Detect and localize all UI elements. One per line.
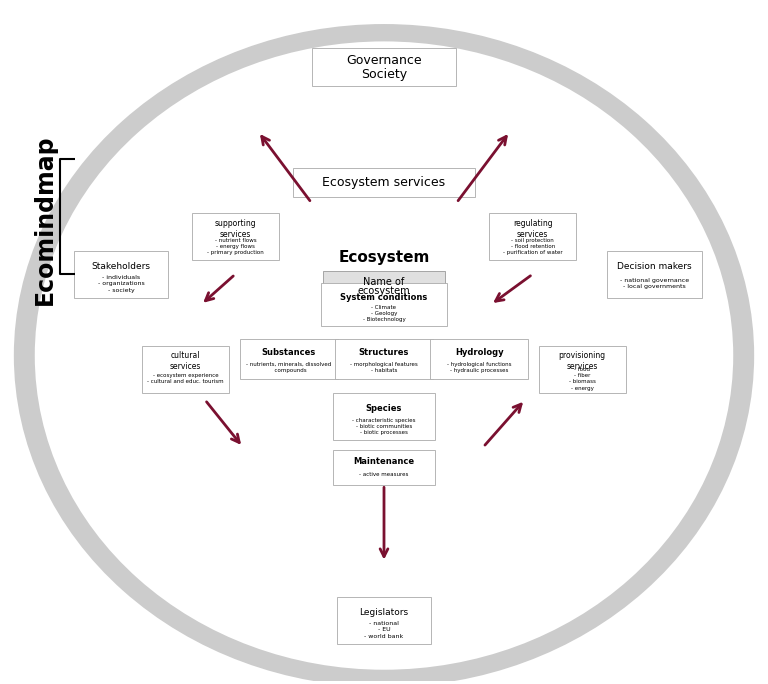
Text: Stakeholders: Stakeholders <box>91 262 151 271</box>
FancyBboxPatch shape <box>312 49 456 86</box>
Text: Ecosystem services: Ecosystem services <box>323 176 445 189</box>
FancyBboxPatch shape <box>336 596 432 644</box>
FancyBboxPatch shape <box>322 283 446 326</box>
Text: - national governance
- local governments: - national governance - local government… <box>620 278 689 289</box>
Text: Substances: Substances <box>262 347 316 357</box>
Text: Species: Species <box>366 404 402 413</box>
FancyBboxPatch shape <box>539 345 626 393</box>
Text: - Climate
- Geology
- Biotechnology: - Climate - Geology - Biotechnology <box>362 305 406 322</box>
FancyBboxPatch shape <box>430 339 528 379</box>
Text: - ecosystem experience
- cultural and educ. tourism: - ecosystem experience - cultural and ed… <box>147 373 224 384</box>
FancyBboxPatch shape <box>74 251 168 298</box>
Text: Legislators: Legislators <box>359 607 409 617</box>
Text: - morphological features
- habitats: - morphological features - habitats <box>350 362 418 373</box>
Text: Structures: Structures <box>359 347 409 357</box>
Text: - characteristic species
- biotic communities
- biotic processes: - characteristic species - biotic commun… <box>353 418 415 435</box>
Text: - active measures: - active measures <box>359 472 409 477</box>
Text: - food
- fiber
- biomass
- energy: - food - fiber - biomass - energy <box>569 367 596 391</box>
Text: cultural
services: cultural services <box>170 352 201 371</box>
Text: Society: Society <box>361 68 407 81</box>
FancyBboxPatch shape <box>323 271 445 300</box>
FancyBboxPatch shape <box>240 339 338 379</box>
Text: Ecosystem: Ecosystem <box>339 250 429 265</box>
Text: - nutrient flows
- energy flows
- primary production: - nutrient flows - energy flows - primar… <box>207 238 263 255</box>
Circle shape <box>270 254 498 458</box>
FancyBboxPatch shape <box>142 345 229 393</box>
FancyBboxPatch shape <box>333 450 435 485</box>
Text: - individuals
- organizations
- society: - individuals - organizations - society <box>98 275 144 293</box>
FancyBboxPatch shape <box>607 251 702 298</box>
Text: Hydrology: Hydrology <box>455 347 504 357</box>
Text: Ecomindmap: Ecomindmap <box>33 135 57 305</box>
Text: - soil protection
- flood retention
- purification of water: - soil protection - flood retention - pu… <box>503 238 562 255</box>
Text: supporting
services: supporting services <box>214 219 257 239</box>
FancyBboxPatch shape <box>489 213 576 260</box>
Text: provisioning
services: provisioning services <box>558 352 606 371</box>
FancyBboxPatch shape <box>335 339 433 379</box>
Text: - nutrients, minerals, dissolved
  compounds: - nutrients, minerals, dissolved compoun… <box>246 362 331 373</box>
Text: ecosystem: ecosystem <box>358 286 410 296</box>
Text: System conditions: System conditions <box>340 293 428 302</box>
Text: Name of: Name of <box>363 276 405 287</box>
FancyBboxPatch shape <box>293 168 475 197</box>
Text: Governance: Governance <box>346 54 422 67</box>
Text: regulating
services: regulating services <box>513 219 552 239</box>
Text: - national
- EU
- world bank: - national - EU - world bank <box>364 621 404 639</box>
Text: Decision makers: Decision makers <box>617 262 692 271</box>
Text: - hydrological functions
- hydraulic processes: - hydrological functions - hydraulic pro… <box>447 362 511 373</box>
FancyBboxPatch shape <box>192 213 279 260</box>
FancyBboxPatch shape <box>333 393 435 440</box>
Text: Maintenance: Maintenance <box>353 457 415 466</box>
